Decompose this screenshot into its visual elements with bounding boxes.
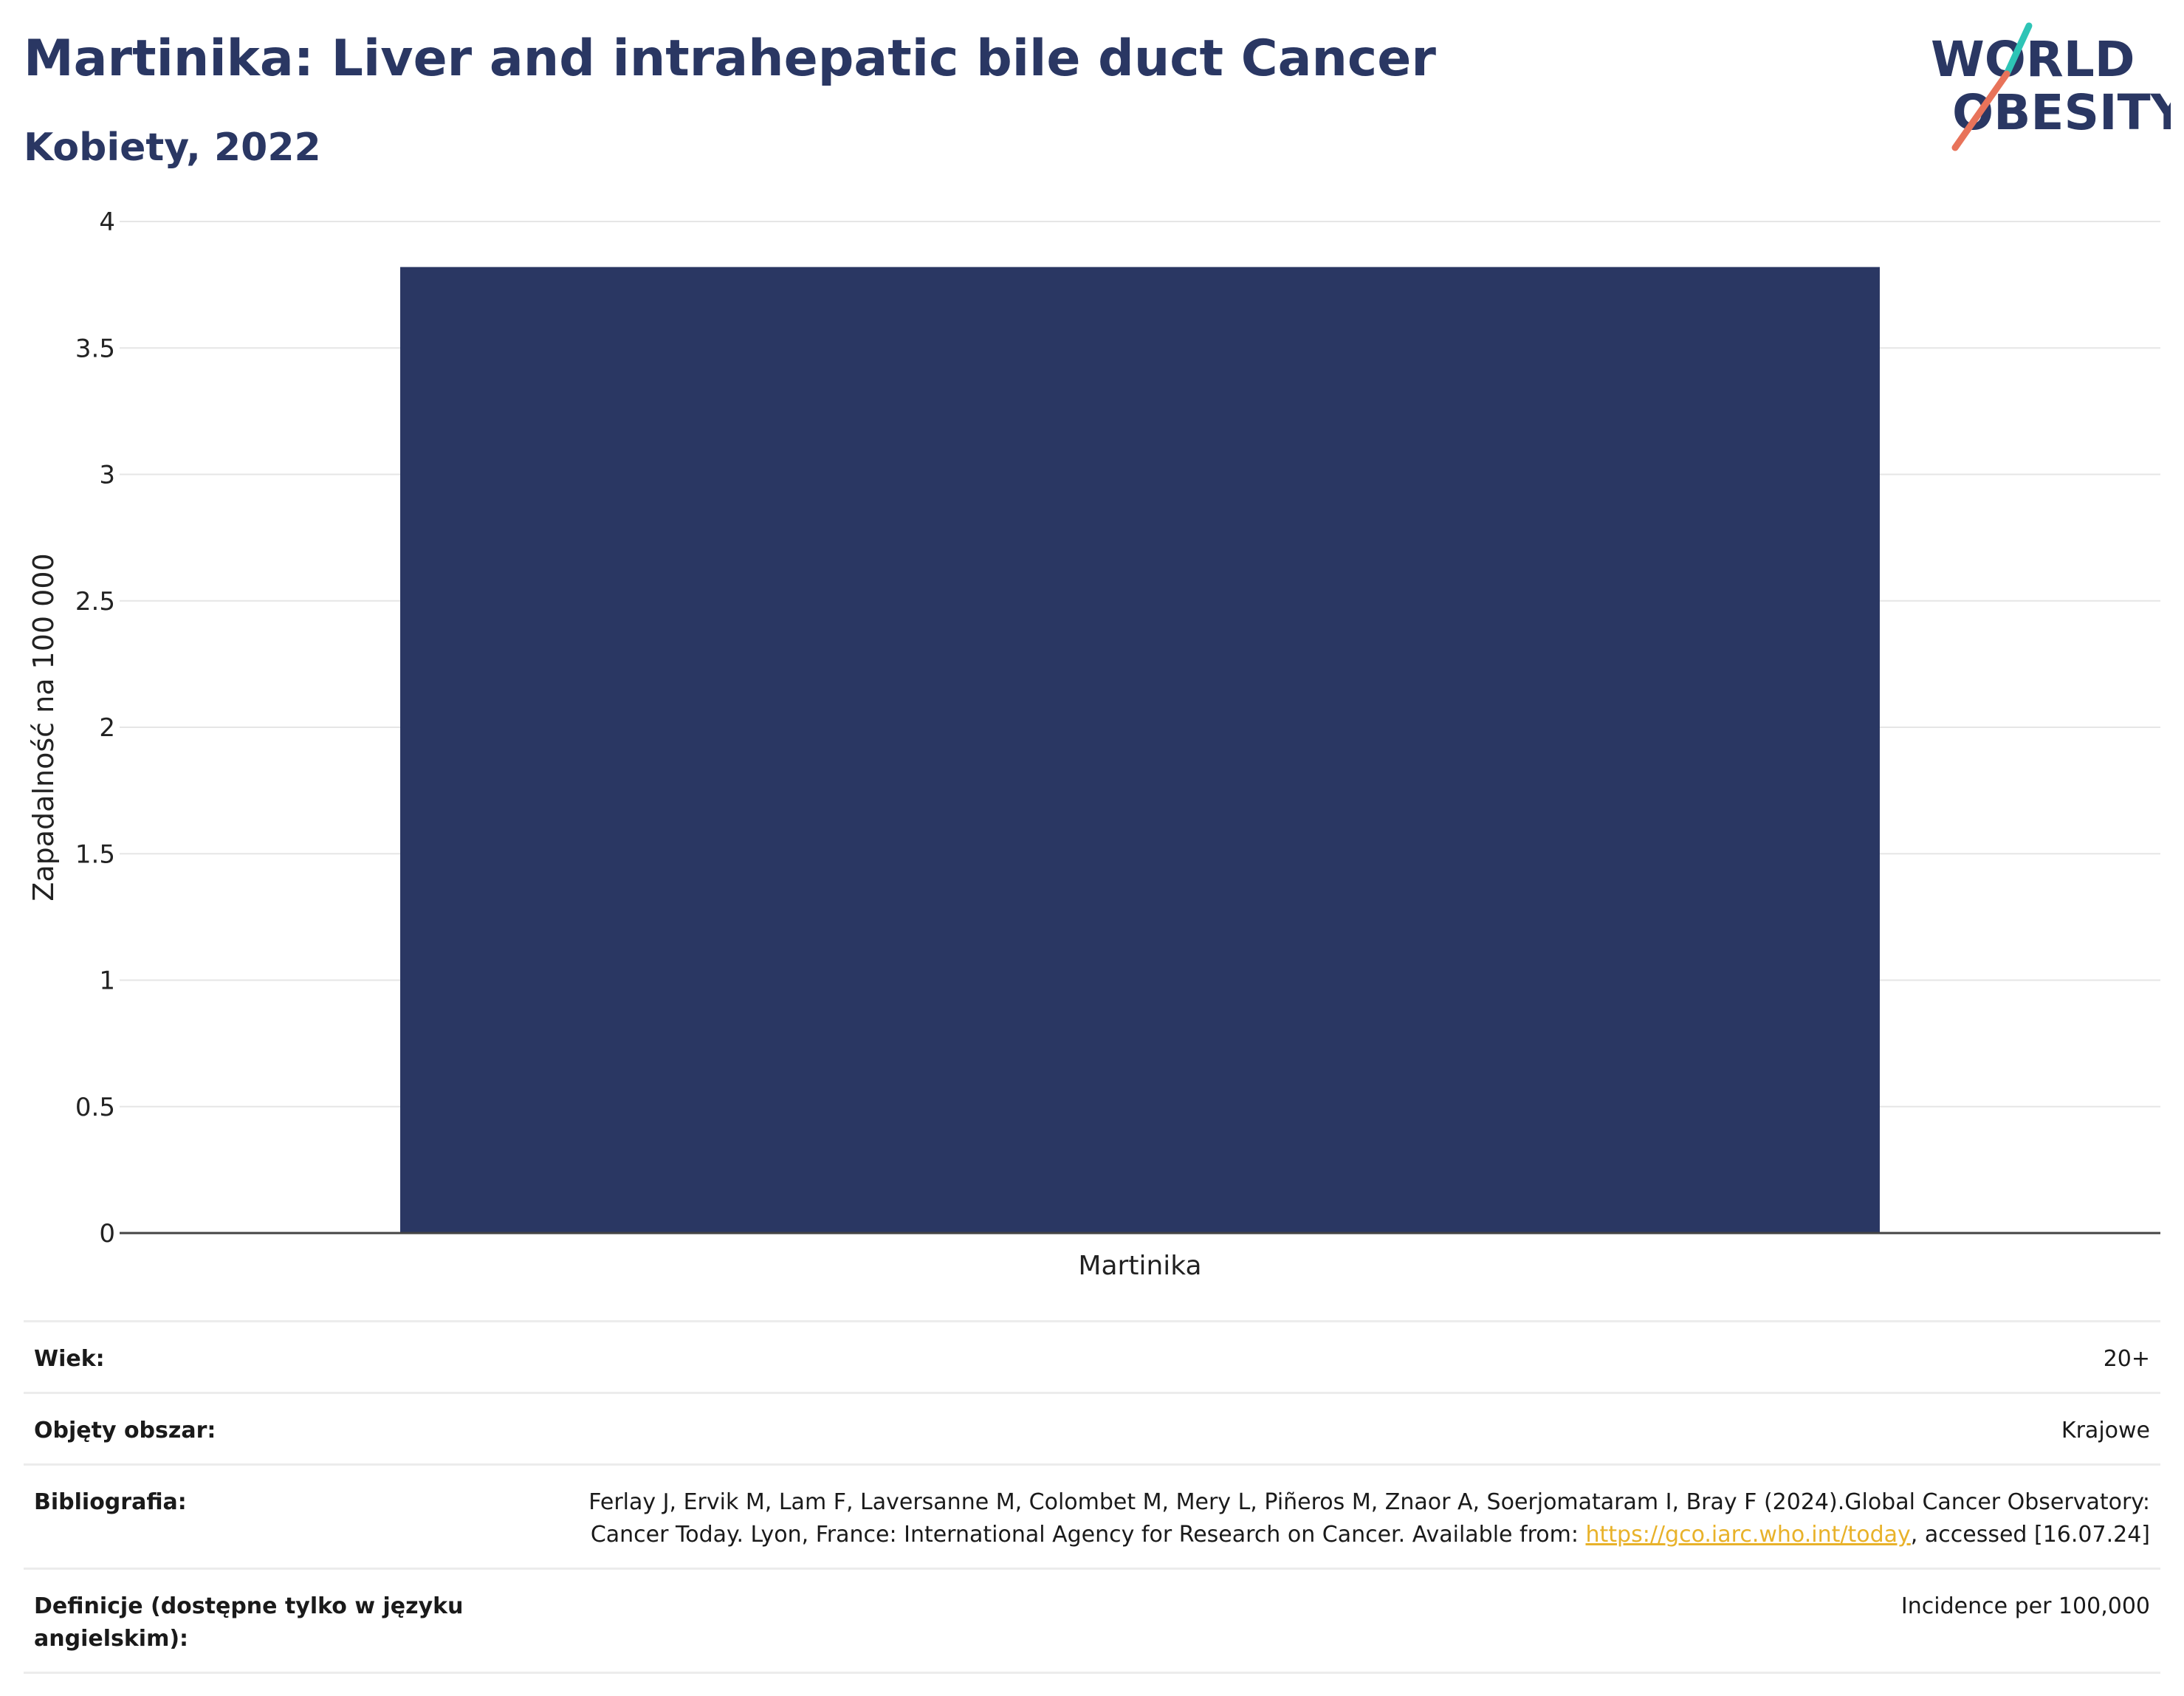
logo-slash-teal [2003, 22, 2033, 78]
bibliography-text: Ferlay J, Ervik M, Lam F, Laversanne M, … [588, 1489, 2150, 1548]
info-row-bibliography: Bibliografia: Ferlay J, Ervik M, Lam F, … [24, 1463, 2160, 1568]
y-tick-label: 1 [99, 967, 115, 996]
logo-slash-coral [1951, 70, 2010, 151]
info-value: Krajowe [2061, 1418, 2150, 1443]
info-value: Incidence per 100,000 [1900, 1593, 2150, 1619]
info-label: Definicje (dostępne tylko w języku angie… [34, 1593, 464, 1652]
info-value: 20+ [2103, 1346, 2150, 1372]
y-tick-label: 2.5 [75, 587, 115, 617]
chart-subtitle: Kobiety, 2022 [24, 126, 321, 170]
info-label: Objęty obszar: [34, 1418, 216, 1443]
y-tick-label: 4 [99, 207, 115, 237]
info-row-age: Wiek: 20+ [24, 1320, 2160, 1392]
world-obesity-logo: WORLD OBESITY [1931, 22, 2171, 151]
y-axis-label: Zapadalność na 100 000 [27, 553, 60, 901]
y-tick-label: 0.5 [75, 1093, 115, 1122]
logo-line-2: OBESITY [1952, 84, 2171, 141]
y-tick-labels: 0 0.5 1 1.5 2 2.5 3 3.5 4 [75, 207, 115, 1249]
bar-chart: 0 0.5 1 1.5 2 2.5 3 3.5 4 Martinika Zapadalność … [27, 207, 2160, 1281]
bibliography-text-end: , accessed [16.07.24] [1910, 1522, 2150, 1548]
chart-title: Martinika: Liver and intrahepatic bile d… [24, 30, 1436, 88]
y-tick-label: 3 [99, 461, 115, 490]
info-row-definitions: Definicje (dostępne tylko w języku angie… [24, 1568, 2160, 1674]
x-tick-labels: Martinika [1078, 1251, 1201, 1281]
y-tick-label: 1.5 [75, 840, 115, 869]
bar-martinika[interactable] [400, 267, 1880, 1233]
info-table: Wiek: 20+ Objęty obszar: Krajowe Bibliog… [24, 1320, 2160, 1674]
info-label: Bibliografia: [34, 1489, 187, 1515]
info-row-area: Objęty obszar: Krajowe [24, 1392, 2160, 1463]
y-tick-label: 3.5 [75, 334, 115, 363]
y-tick-label: 0 [99, 1219, 115, 1249]
bars [400, 267, 1880, 1233]
logo-line-1: WORLD [1931, 31, 2135, 88]
info-label: Wiek: [34, 1346, 105, 1372]
info-value: Ferlay J, Ervik M, Lam F, Laversanne M, … [514, 1486, 2150, 1551]
y-tick-label: 2 [99, 713, 115, 743]
bibliography-link[interactable]: https://gco.iarc.who.int/today [1585, 1522, 1911, 1548]
x-tick-label: Martinika [1078, 1251, 1201, 1281]
